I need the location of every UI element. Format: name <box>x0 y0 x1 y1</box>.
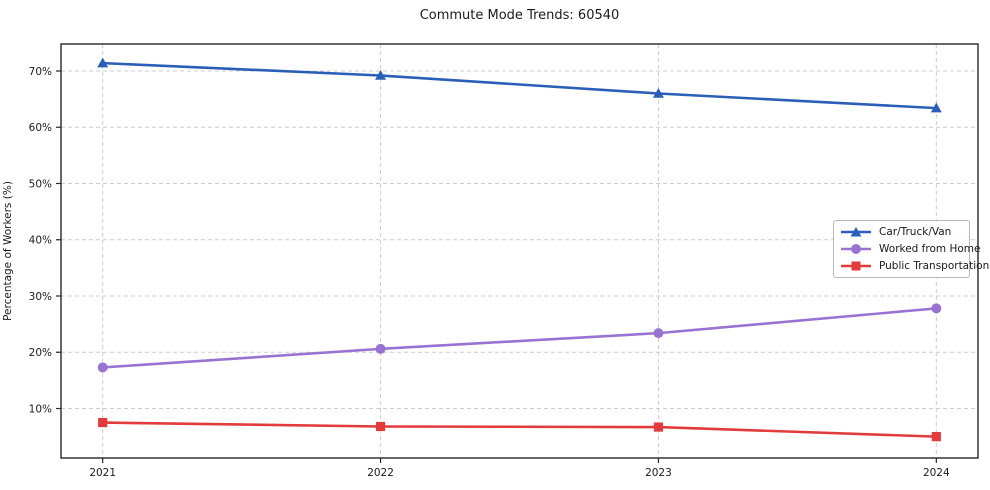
legend: Car/Truck/Van Worked from Home Public Tr… <box>833 220 989 278</box>
svg-text:2022: 2022 <box>367 467 394 479</box>
svg-text:2024: 2024 <box>923 467 950 479</box>
legend-item-public-transportation: Public Transportation <box>840 258 989 274</box>
line-triangle-marker-icon <box>841 227 871 237</box>
svg-text:20%: 20% <box>29 347 52 359</box>
legend-label: Worked from Home <box>879 242 981 255</box>
svg-text:70%: 70% <box>29 66 52 78</box>
svg-text:10%: 10% <box>29 403 52 415</box>
line-circle-marker-icon <box>841 243 871 254</box>
svg-text:30%: 30% <box>29 291 52 303</box>
legend-label: Car/Truck/Van <box>879 226 952 239</box>
line-square-marker-icon <box>841 261 871 271</box>
legend-item-worked-from-home: Worked from Home <box>840 241 980 257</box>
svg-text:60%: 60% <box>29 122 52 134</box>
svg-text:40%: 40% <box>29 235 52 247</box>
chart-title: Commute Mode Trends: 60540 <box>419 8 620 23</box>
svg-text:2021: 2021 <box>89 467 116 479</box>
legend-item-car-truck-van: Car/Truck/Van <box>840 224 963 240</box>
svg-text:2023: 2023 <box>645 467 672 479</box>
svg-text:50%: 50% <box>29 178 52 190</box>
legend-label: Public Transportation <box>879 259 990 272</box>
